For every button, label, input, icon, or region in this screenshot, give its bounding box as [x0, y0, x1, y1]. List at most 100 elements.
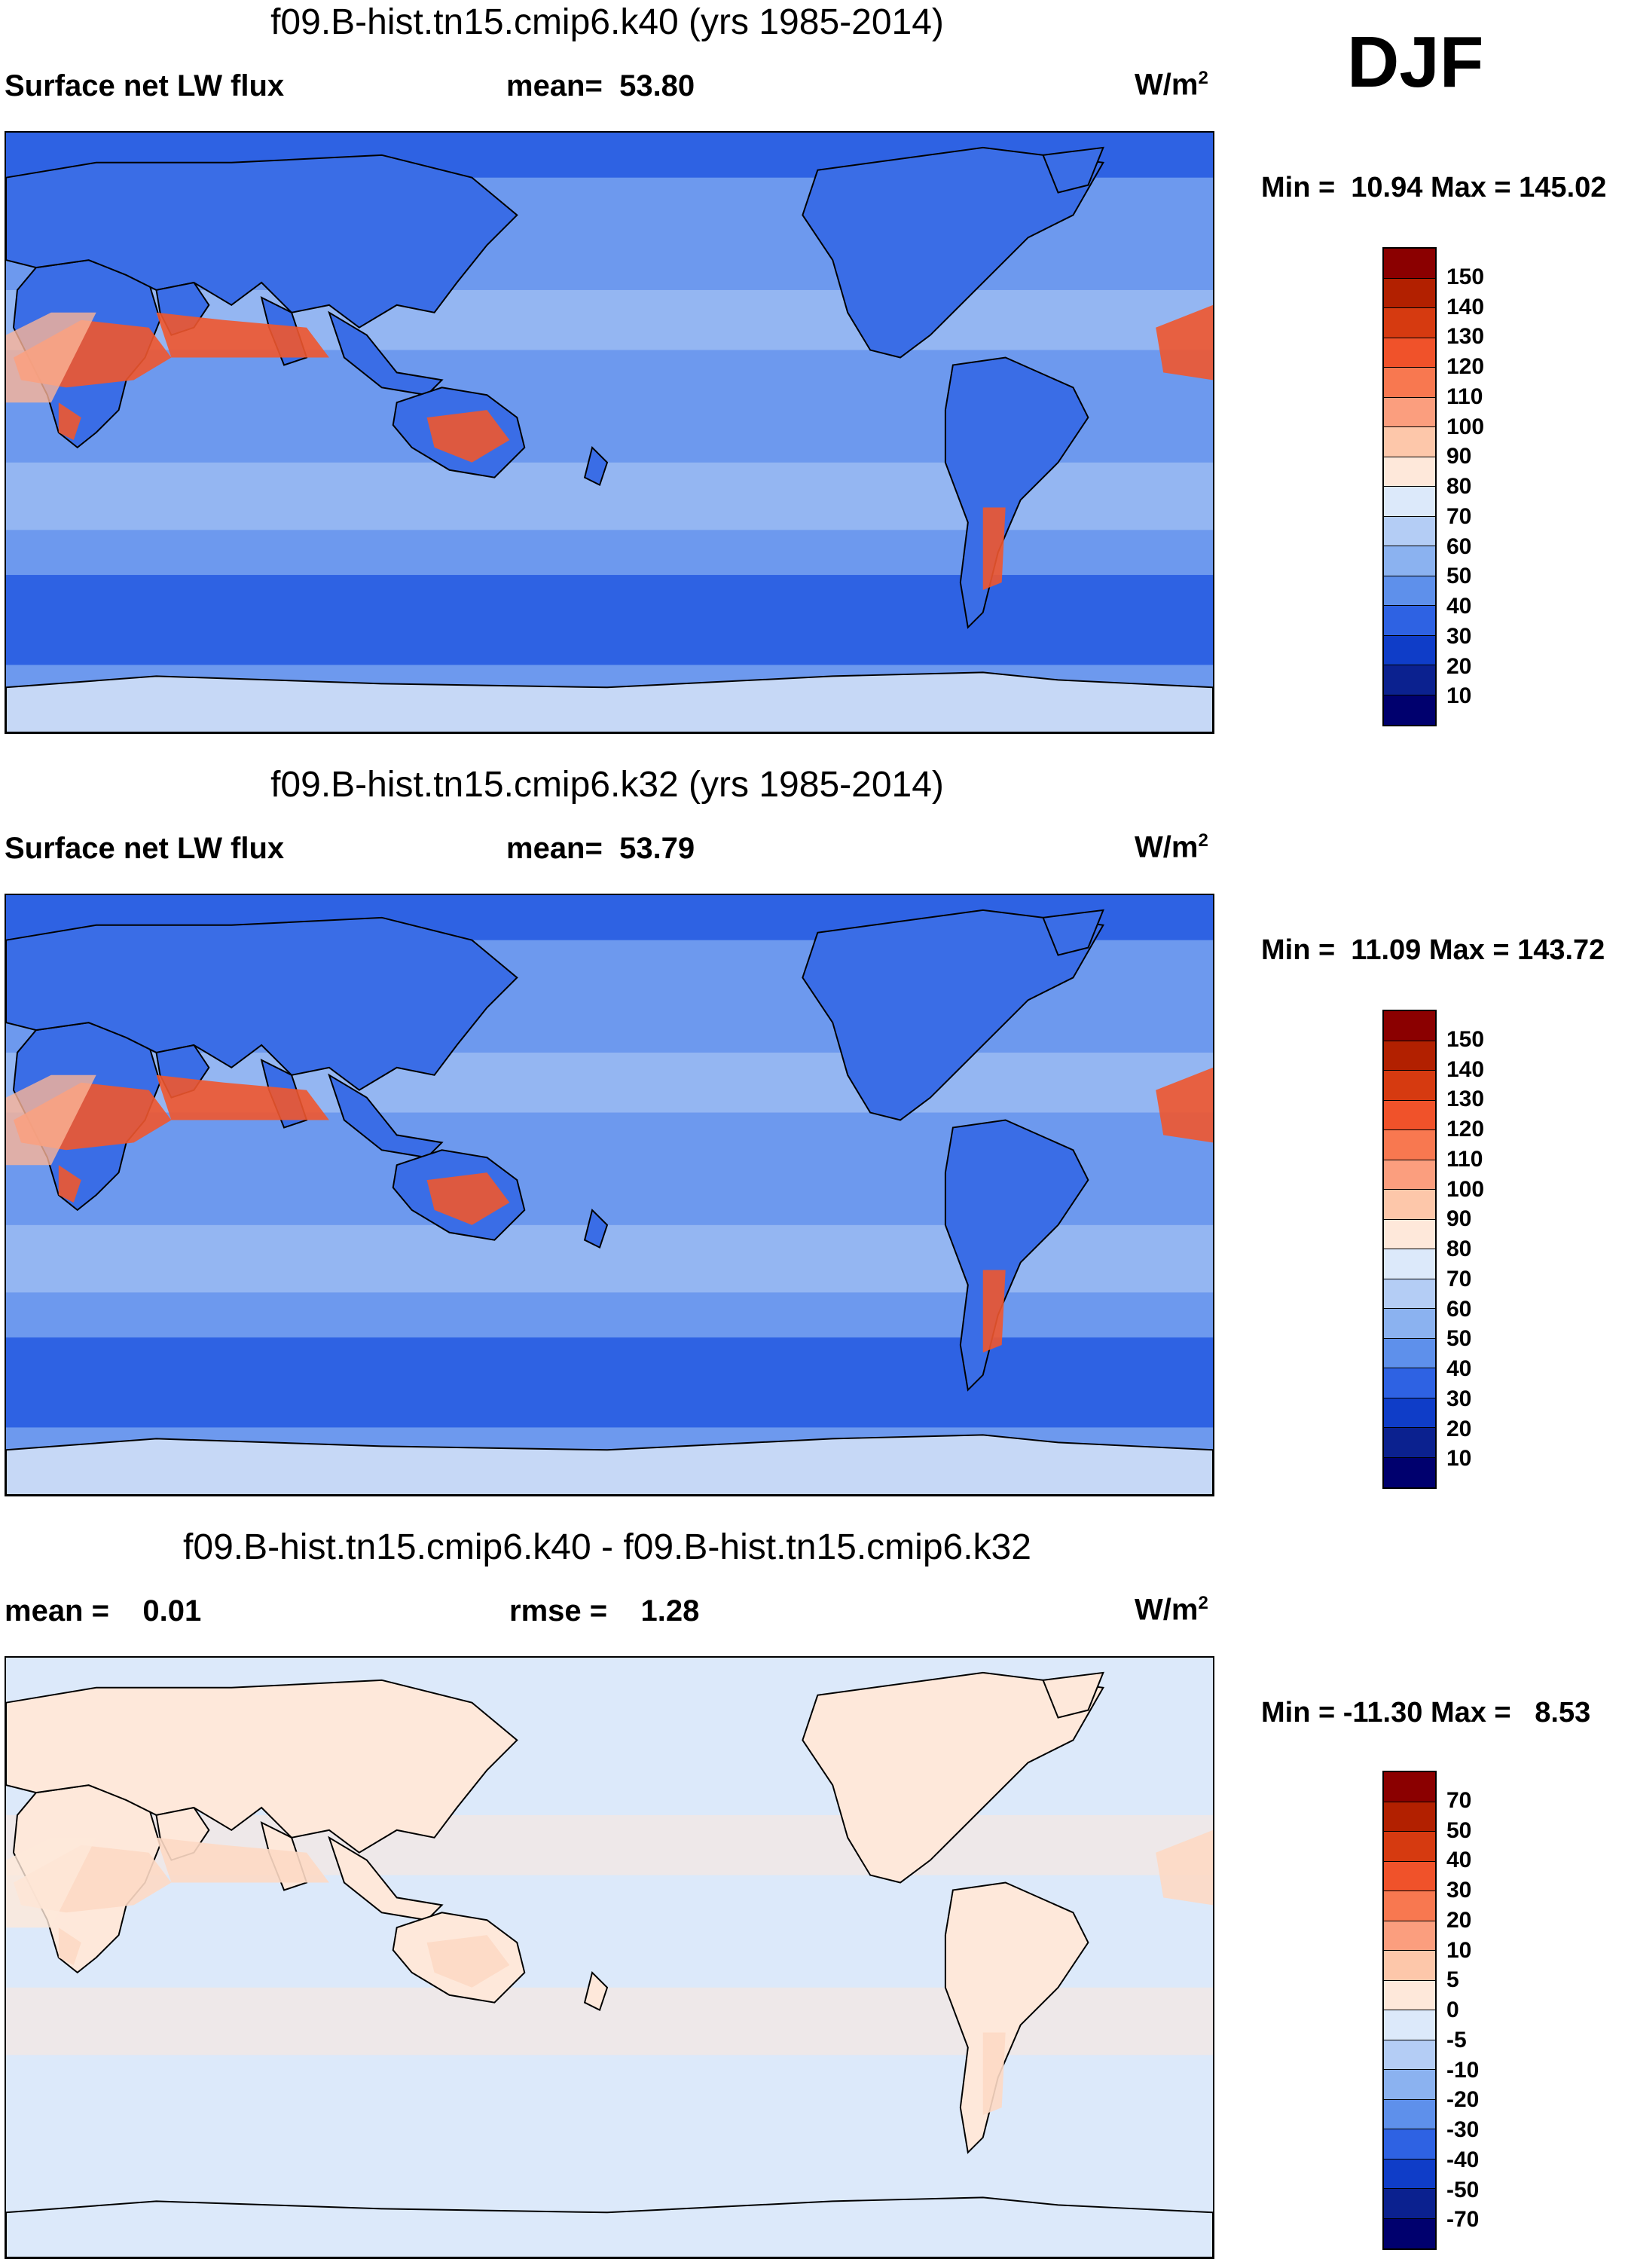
colorbar-swatch — [1384, 1951, 1435, 1981]
panel-3-colorbar — [1382, 1771, 1437, 2250]
colorbar-swatch — [1384, 516, 1435, 546]
colorbar-tick-label: 20 — [1446, 1907, 1472, 1933]
colorbar-swatch — [1384, 1921, 1435, 1951]
colorbar-swatch — [1384, 278, 1435, 308]
panel-1-map — [5, 131, 1214, 734]
colorbar-swatch — [1384, 1891, 1435, 1921]
colorbar-tick-label: -20 — [1446, 2087, 1480, 2113]
panel-3-mean-label: mean = 0.01 — [5, 1594, 202, 1628]
colorbar-tick-label: 30 — [1446, 1386, 1472, 1411]
southern-ocean-band — [6, 2100, 1213, 2190]
world-map-svg — [6, 133, 1213, 732]
colorbar-tick-label: 30 — [1446, 1878, 1472, 1903]
colorbar-tick-label: 0 — [1446, 1997, 1459, 2022]
colorbar-tick-label: 50 — [1446, 564, 1472, 589]
colorbar-tick-label: 50 — [1446, 1326, 1472, 1352]
colorbar-swatch — [1384, 249, 1435, 279]
colorbar-swatch — [1384, 1130, 1435, 1160]
colorbar-swatch — [1384, 606, 1435, 636]
colorbar-swatch — [1384, 1011, 1435, 1041]
warm-region-east — [1156, 1067, 1213, 1143]
colorbar-tick-label: 40 — [1446, 594, 1472, 619]
warm-region — [982, 1270, 1006, 1353]
continent-eurasia — [6, 916, 518, 1091]
panel-3-units-base: W/m — [1135, 1593, 1199, 1627]
colorbar-tick-label: 150 — [1446, 1026, 1485, 1052]
colorbar-tick-label: 130 — [1446, 1087, 1485, 1112]
colorbar-tick-label: 30 — [1446, 623, 1472, 649]
season-label: DJF — [1347, 22, 1484, 102]
colorbar-tick-label: 110 — [1446, 1146, 1483, 1172]
colorbar-tick-label: 60 — [1446, 1296, 1472, 1322]
warm-region — [58, 402, 81, 440]
colorbar-tick-label: 70 — [1446, 503, 1472, 529]
colorbar-tick-label: -10 — [1446, 2057, 1480, 2083]
colorbar-tick-label: 90 — [1446, 444, 1472, 469]
colorbar-tick-label: 110 — [1446, 384, 1483, 409]
panel-1-title: f09.B-hist.tn15.cmip6.k40 (yrs 1985-2014… — [270, 2, 944, 42]
warm-region — [156, 312, 329, 358]
colorbar-tick-label: 40 — [1446, 1356, 1472, 1381]
warm-halo — [6, 1837, 96, 1928]
panel-1-units-base: W/m — [1135, 68, 1199, 102]
colorbar-swatch — [1384, 1219, 1435, 1249]
colorbar-tick-label: 120 — [1446, 1117, 1485, 1142]
colorbar-tick-label: 40 — [1446, 1848, 1472, 1873]
colorbar-swatch — [1384, 695, 1435, 725]
colorbar-swatch — [1384, 1368, 1435, 1398]
colorbar-tick-label: 80 — [1446, 474, 1472, 499]
colorbar-swatch — [1384, 368, 1435, 398]
panel-3-minmax: Min = -11.30 Max = 8.53 — [1261, 1697, 1591, 1729]
panel-3-title: f09.B-hist.tn15.cmip6.k40 - f09.B-hist.t… — [183, 1527, 1031, 1567]
colorbar-swatch — [1384, 546, 1435, 576]
colorbar-swatch — [1384, 1309, 1435, 1339]
colorbar-tick-label: -50 — [1446, 2177, 1480, 2202]
colorbar-tick-label: 70 — [1446, 1266, 1472, 1291]
colorbar-tick-label: 130 — [1446, 324, 1485, 350]
warm-region — [58, 1927, 81, 1965]
panel-2-title: f09.B-hist.tn15.cmip6.k32 (yrs 1985-2014… — [270, 765, 944, 805]
continent-nz — [583, 1208, 609, 1249]
colorbar-swatch — [1384, 1338, 1435, 1368]
colorbar-swatch — [1384, 1249, 1435, 1279]
colorbar-tick-label: 50 — [1446, 1817, 1472, 1843]
colorbar-tick-label: -70 — [1446, 2207, 1480, 2233]
continent-eurasia — [6, 154, 518, 329]
continent-namerica — [802, 146, 1104, 359]
panel-1-minmax: Min = 10.94 Max = 145.02 — [1261, 172, 1607, 203]
colorbar-swatch — [1384, 1279, 1435, 1309]
world-map-svg — [6, 1658, 1213, 2257]
panel-2-colorbar — [1382, 1010, 1437, 1489]
panel-1-variable-label: Surface net LW flux — [5, 69, 285, 102]
colorbar-swatch — [1384, 665, 1435, 695]
colorbar-swatch — [1384, 1160, 1435, 1190]
southern-ocean-band — [6, 575, 1213, 665]
warm-region-east — [1156, 1829, 1213, 1906]
continent-seasia — [328, 310, 444, 396]
colorbar-swatch — [1384, 2099, 1435, 2129]
warm-region-east — [1156, 304, 1213, 381]
warm-region — [426, 410, 510, 463]
colorbar-tick-label: 120 — [1446, 354, 1485, 379]
warm-region — [156, 1837, 329, 1883]
continent-greenland — [1042, 909, 1104, 956]
colorbar-tick-label: 100 — [1446, 414, 1485, 439]
colorbar-swatch — [1384, 1861, 1435, 1891]
panel-2-map — [5, 894, 1214, 1496]
panel-1-mean-label: mean= 53.80 — [506, 69, 695, 102]
colorbar-swatch — [1384, 1190, 1435, 1220]
continent-namerica — [802, 909, 1104, 1121]
colorbar-tick-label: -5 — [1446, 2027, 1467, 2053]
colorbar-swatch — [1384, 2010, 1435, 2040]
continent-antarctica — [6, 1434, 1213, 1495]
colorbar-swatch — [1384, 2189, 1435, 2219]
continent-greenland — [1042, 146, 1104, 194]
colorbar-swatch — [1384, 457, 1435, 487]
colorbar-swatch — [1384, 1980, 1435, 2010]
colorbar-swatch — [1384, 1398, 1435, 1428]
continent-greenland — [1042, 1671, 1104, 1719]
colorbar-tick-label: 60 — [1446, 533, 1472, 559]
continent-nz — [583, 1970, 609, 2012]
colorbar-swatch — [1384, 397, 1435, 427]
colorbar-swatch — [1384, 1428, 1435, 1458]
